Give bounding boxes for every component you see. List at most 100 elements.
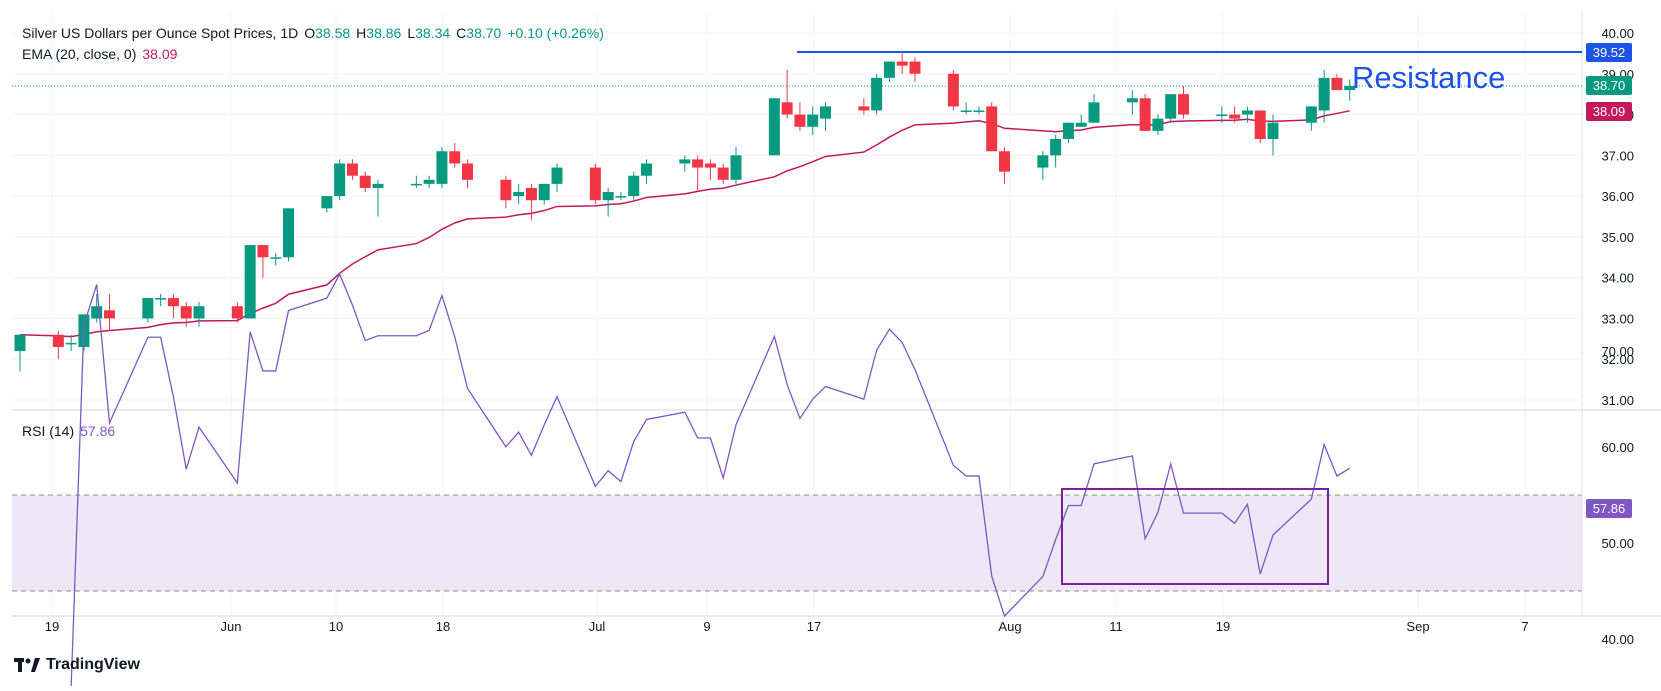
candle-body xyxy=(1267,122,1279,140)
rsi-badge xyxy=(1586,499,1632,518)
rsi-highlight-box xyxy=(1061,488,1329,585)
time-tick-label: 19 xyxy=(45,619,59,634)
candle-body xyxy=(525,187,537,201)
time-tick-label: 9 xyxy=(703,619,710,634)
candle-body xyxy=(283,208,294,258)
rsi-tick-label: 70.00 xyxy=(1601,344,1634,359)
time-tick-label: 17 xyxy=(807,619,821,634)
candle-body xyxy=(999,151,1010,172)
candle-body xyxy=(615,196,627,198)
legend-change: +0.10 (+0.26%) xyxy=(507,25,604,41)
candle-body xyxy=(1344,86,1356,91)
candle-body xyxy=(52,334,64,347)
candle-body xyxy=(1178,94,1189,115)
time-axis-labels: 19 Jun 10 18 Jul 9 17 Aug 11 19 Sep 7 xyxy=(45,619,1529,634)
candle-body xyxy=(423,179,435,184)
rsi-badge-text: 57.86 xyxy=(1593,501,1626,516)
price-tick-label: 37.00 xyxy=(1601,148,1634,163)
legend-close-value: 38.70 xyxy=(466,25,502,41)
time-tick-label: Jul xyxy=(589,619,606,634)
candle-body xyxy=(1165,94,1177,119)
legend-title: Silver US Dollars per Ounce Spot Prices,… xyxy=(22,25,299,41)
candle-body xyxy=(896,61,908,66)
candle-body xyxy=(436,151,448,184)
ema-legend: EMA (20, close, 0) 38.09 xyxy=(22,46,183,62)
time-tick-label: Aug xyxy=(998,619,1021,634)
candle-body xyxy=(730,155,742,180)
ema-legend-value: 38.09 xyxy=(142,46,178,62)
candle-body xyxy=(346,163,358,176)
candle-body xyxy=(1152,118,1164,131)
candle-body xyxy=(1050,139,1062,156)
price-tick-label: 33.00 xyxy=(1601,311,1634,326)
candle-body xyxy=(91,306,103,319)
legend-close-label: C xyxy=(456,25,467,41)
ema-legend-label: EMA (20, close, 0) xyxy=(22,46,137,62)
last-price-badge xyxy=(1586,76,1632,95)
rsi-tick-label: 60.00 xyxy=(1601,440,1634,455)
candle-body xyxy=(947,73,959,107)
price-tick-label: 36.00 xyxy=(1601,189,1634,204)
rsi-tick-label: 50.00 xyxy=(1601,536,1634,551)
candle-body xyxy=(858,106,870,111)
candle-body xyxy=(820,106,831,119)
candle-body xyxy=(641,163,652,176)
candle-body xyxy=(807,114,819,127)
candle-body xyxy=(589,167,601,201)
candle-body xyxy=(692,159,704,168)
candle-body xyxy=(1075,122,1087,127)
rsi-path xyxy=(58,272,1351,688)
candle-body xyxy=(538,183,550,201)
legend-low-value: 38.34 xyxy=(415,25,451,41)
candle-body xyxy=(410,183,422,186)
candle-body xyxy=(1254,110,1266,140)
candle-body xyxy=(1331,77,1343,91)
rsi-legend-label: RSI (14) xyxy=(22,423,75,439)
rsi-band xyxy=(12,495,1582,591)
candle-body xyxy=(973,110,985,112)
candle-body xyxy=(909,61,921,74)
candle-body xyxy=(142,298,154,319)
candle-body xyxy=(794,114,806,127)
candle-body xyxy=(244,245,256,319)
brand[interactable]: TradingView xyxy=(14,656,140,674)
price-tick-label: 40.00 xyxy=(1601,26,1634,41)
candle-body xyxy=(986,106,998,152)
time-tick-label: 19 xyxy=(1216,619,1230,634)
time-tick-label: 18 xyxy=(436,619,450,634)
candle-body xyxy=(883,61,895,78)
candle-body xyxy=(104,310,115,319)
time-tick-label: Sep xyxy=(1406,619,1429,634)
legend-high-value: 38.86 xyxy=(366,25,402,41)
rsi-line xyxy=(58,272,1351,688)
legend-open-value: 38.58 xyxy=(315,25,351,41)
candle-body xyxy=(167,298,179,307)
candle-body xyxy=(14,334,26,352)
price-tick-label: 35.00 xyxy=(1601,230,1634,245)
candle-body xyxy=(717,167,729,180)
candle-body xyxy=(180,306,192,319)
candle-body xyxy=(449,151,461,164)
candle-body xyxy=(321,196,333,209)
candle-body xyxy=(500,179,512,201)
candle-body xyxy=(1062,122,1074,140)
time-tick-label: 11 xyxy=(1109,619,1123,634)
candle-body xyxy=(768,98,780,156)
candle-body xyxy=(628,175,640,197)
legend-open-label: O xyxy=(304,25,316,41)
legend-low-label: L xyxy=(407,25,416,41)
candle-body xyxy=(462,163,473,180)
candle-body xyxy=(602,192,614,201)
price-legend: Silver US Dollars per Ounce Spot Prices,… xyxy=(22,25,610,41)
candle-body xyxy=(1318,77,1330,111)
legend-high-label: H xyxy=(356,25,367,41)
rsi-legend: RSI (14) 57.86 xyxy=(22,423,121,439)
last-price-badge-text: 38.70 xyxy=(1593,78,1626,93)
ema-badge-text: 38.09 xyxy=(1593,104,1626,119)
resistance-badge-text: 39.52 xyxy=(1593,45,1626,60)
candle-body xyxy=(551,167,563,184)
candle-body xyxy=(871,77,883,111)
rsi-axis-labels: 40.00 50.00 60.00 70.00 xyxy=(1601,344,1634,647)
